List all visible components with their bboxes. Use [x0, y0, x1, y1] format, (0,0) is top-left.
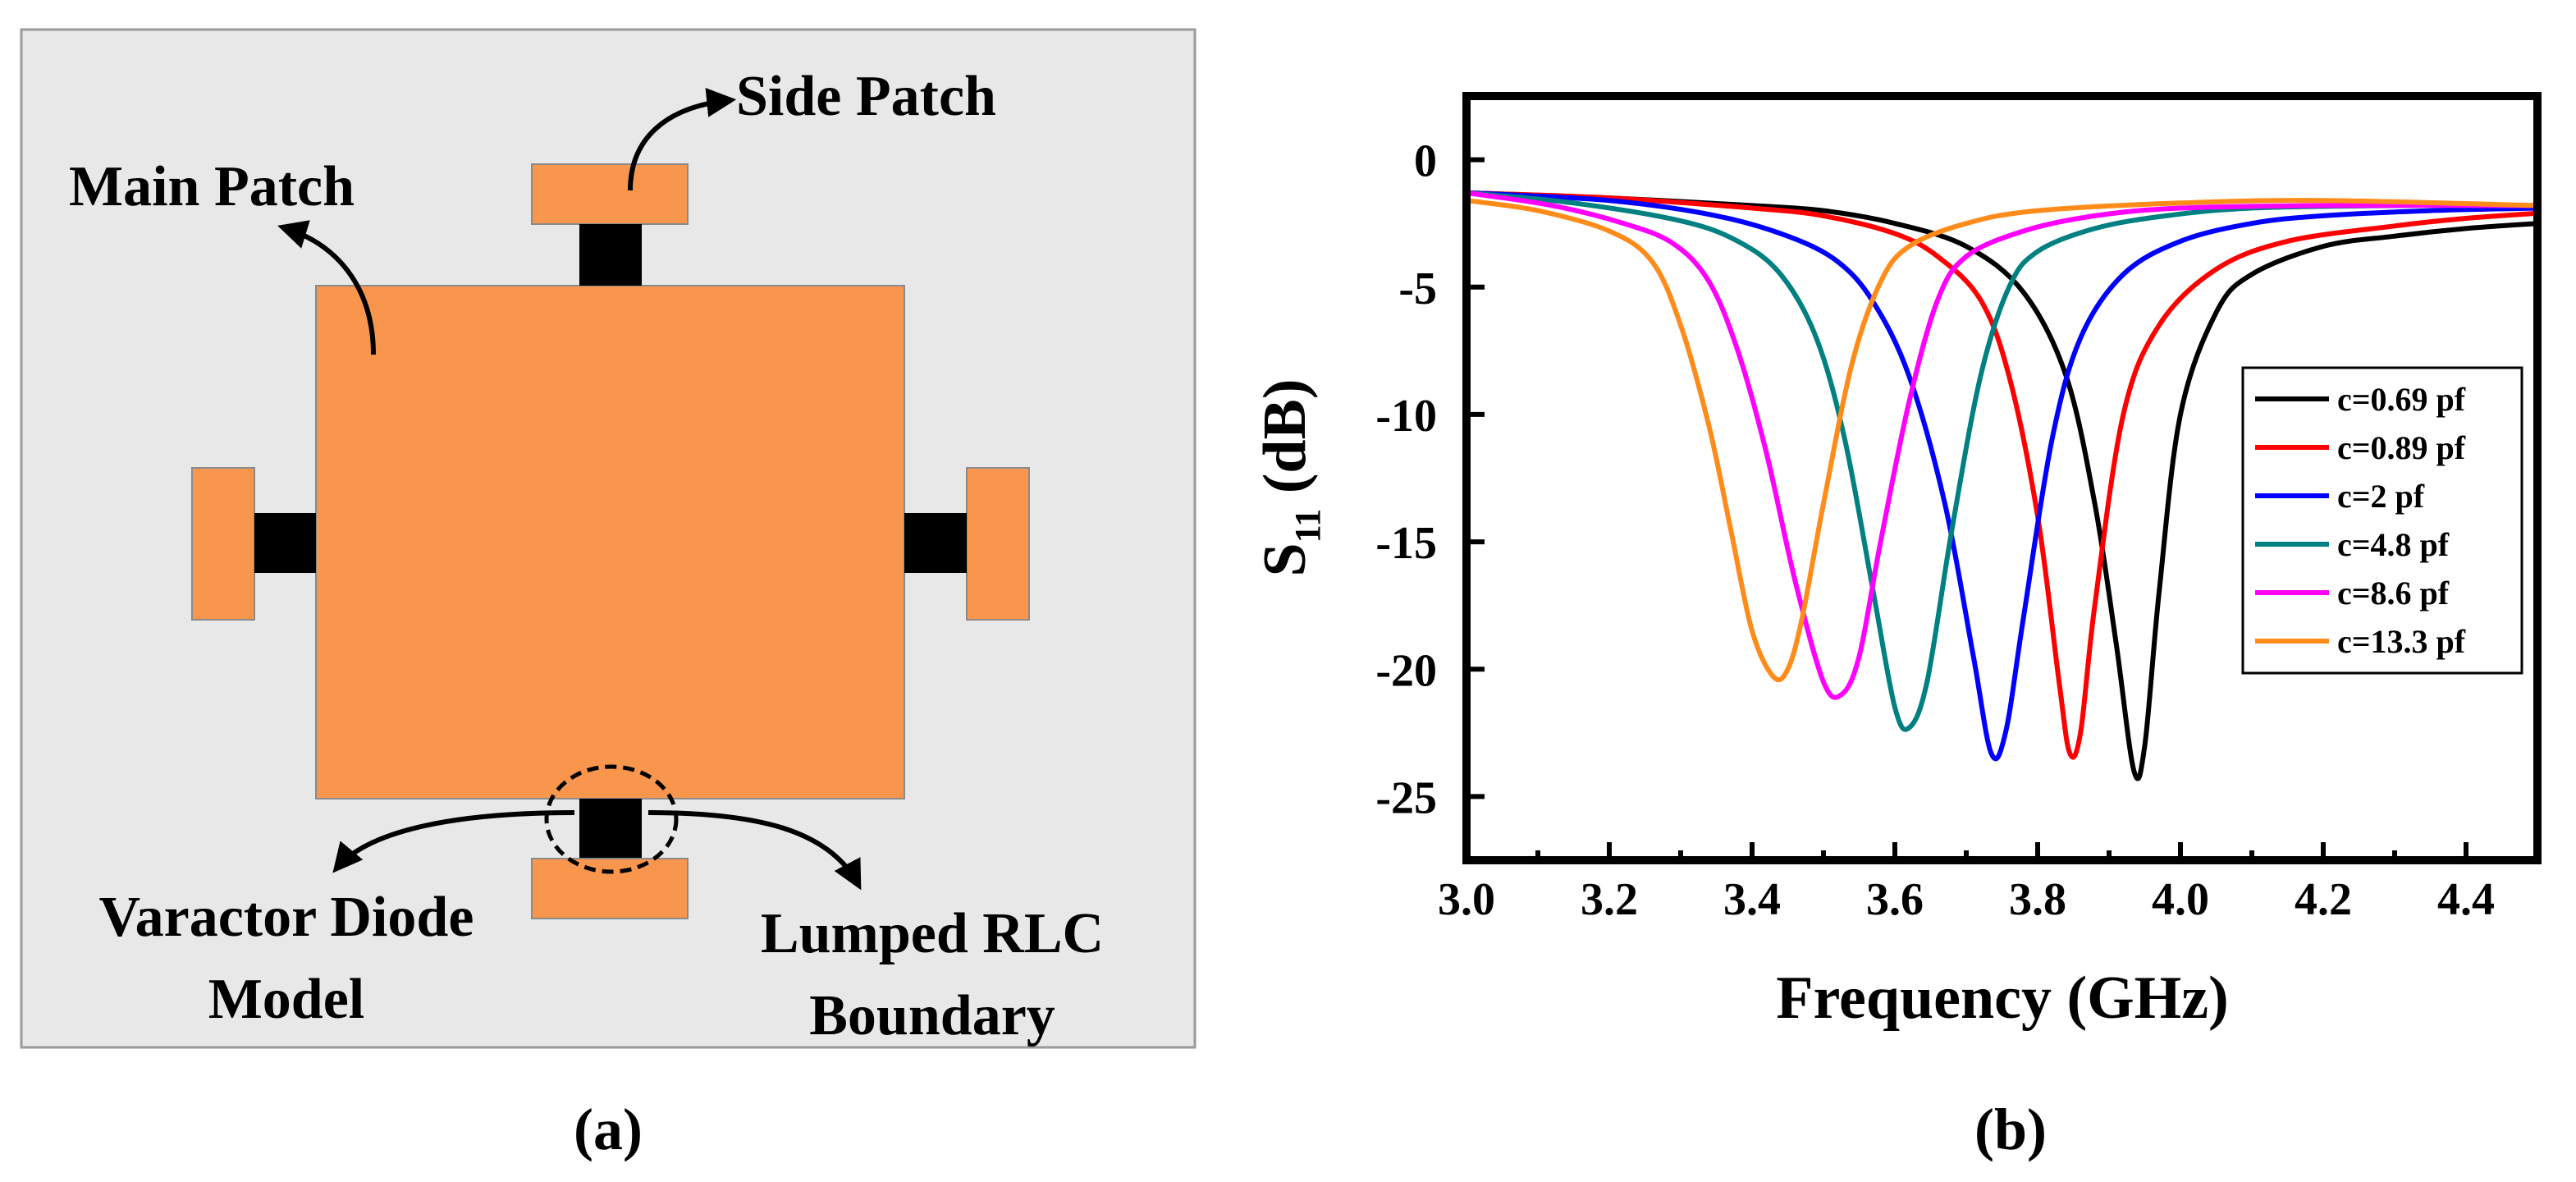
varactor-label-line1: Varactor Diode [99, 886, 474, 949]
y-axis-title-unit: (dB) [1251, 378, 1319, 508]
y-tick-label: -10 [1375, 391, 1437, 442]
series-line-2 [1466, 190, 2538, 760]
series-line-4 [1466, 190, 2538, 732]
x-tick-label: 3.6 [1866, 874, 1924, 925]
x-tick-label: 4.2 [2295, 874, 2352, 925]
side-patch-right [966, 467, 1030, 621]
y-tick-label: 0 [1414, 136, 1437, 187]
y-tick-label: -25 [1375, 772, 1437, 823]
legend-label-4: c=4.8 pf [2337, 526, 2450, 563]
series-line-5 [1466, 190, 2538, 700]
legend-label-5: c=8.6 pf [2337, 575, 2450, 612]
diode-right [904, 513, 967, 573]
varactor-label-line2: Model [208, 968, 365, 1031]
main-patch-label: Main Patch [69, 155, 355, 218]
series-curves [1466, 190, 2538, 781]
diode-highlight-circle [544, 764, 679, 874]
panel-a-caption: (a) [574, 1097, 643, 1162]
main-patch-arrow [277, 220, 376, 355]
legend-label-2: c=0.89 pf [2337, 429, 2466, 466]
x-tick-label: 4.4 [2437, 874, 2495, 925]
x-tick-label: 3.0 [1438, 874, 1495, 925]
series-line-3 [1466, 190, 2538, 762]
x-tick-label: 3.2 [1581, 874, 1638, 925]
x-tick-label: 3.4 [1723, 874, 1781, 925]
varactor-arrow [332, 810, 575, 873]
side-patch-top [531, 163, 689, 225]
x-axis-ticks: 3.0 3.2 3.4 3.6 3.8 4.0 4.2 4.4 [1438, 842, 2540, 925]
panel-a: Side Patch Main Patch Varactor Diode Mod… [20, 28, 1196, 1162]
legend-label-1: c=0.69 pf [2337, 381, 2466, 418]
legend-box [2241, 366, 2523, 675]
y-axis-title-subscript: 11 [1288, 509, 1328, 543]
diode-bottom [579, 799, 642, 859]
y-tick-label: -20 [1375, 645, 1437, 696]
side-patch-bottom [531, 858, 689, 919]
side-patch-label: Side Patch [736, 65, 996, 128]
y-tick-label: -15 [1375, 518, 1437, 569]
panel-b-caption: (b) [1974, 1097, 2047, 1162]
y-axis-title-main: S [1251, 543, 1319, 576]
x-tick-label: 4.0 [2152, 874, 2209, 925]
y-tick-label: -5 [1398, 263, 1437, 314]
legend-label-3: c=2 pf [2337, 478, 2425, 515]
side-patch-left [191, 467, 255, 621]
y-axis-title: S11 (dB) [1251, 378, 1328, 576]
lumped-rlc-label-line1: Lumped RLC [761, 902, 1104, 965]
series-line-1 [1466, 190, 2538, 781]
x-axis-title: Frequency (GHz) [1776, 964, 2228, 1032]
main-patch [315, 285, 905, 799]
side-patch-arrow [628, 87, 737, 191]
plot-frame [1462, 92, 2542, 864]
s11-chart: 0 -5 -10 -15 -20 -25 3.0 3.2 3.4 3.6 3.8 4.0 4.2 4.4… [1251, 92, 2542, 1162]
legend: c=0.69 pf c=0.89 pf c=2 pf c=4.8 pf c=8.6 pf… [2241, 366, 2523, 675]
y-axis-ticks: 0 -5 -10 -15 -20 -25 [1375, 136, 1485, 823]
series-line-6 [1466, 198, 2538, 683]
diode-top [579, 224, 642, 286]
diode-left [254, 513, 316, 573]
lumped-rlc-arrow [647, 810, 862, 891]
legend-label-6: c=13.3 pf [2337, 623, 2466, 660]
x-tick-label: 3.8 [2009, 874, 2066, 925]
lumped-rlc-label-line2: Boundary [809, 984, 1055, 1047]
